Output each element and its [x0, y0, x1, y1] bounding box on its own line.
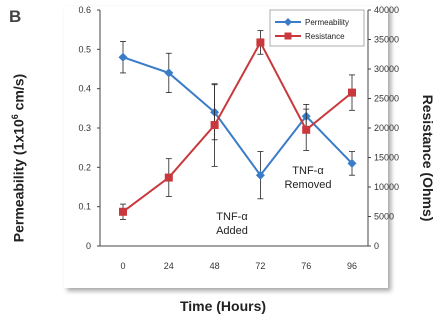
- legend-marker-permeability: [284, 18, 292, 26]
- y-left-tick-label: 0: [86, 241, 91, 251]
- x-tick-label: 96: [347, 261, 357, 271]
- annotation-text: TNF-α: [216, 211, 248, 223]
- resistance-point: [348, 88, 356, 97]
- x-tick-label: 24: [164, 261, 174, 271]
- x-axis-label: Time (Hours): [179, 298, 267, 314]
- resistance-point: [119, 207, 127, 216]
- resistance-point: [302, 125, 311, 134]
- chart-frame: [64, 6, 388, 288]
- y-right-tick-label: 0: [374, 241, 379, 251]
- permeability-point: [255, 170, 265, 180]
- annotation-text: Added: [216, 225, 248, 237]
- y-left-tick-label: 0.1: [78, 202, 91, 212]
- annotation-text: TNF-α: [292, 165, 324, 177]
- legend-label-permeability: Permeability: [305, 18, 349, 27]
- legend-label-resistance: Resistance: [305, 32, 345, 41]
- y-right-tick-label: 35000: [374, 35, 399, 45]
- legend: Permeability Resistance: [269, 9, 365, 47]
- x-tick-label: 48: [210, 261, 220, 271]
- permeability-point: [118, 52, 128, 62]
- panel-label: B: [9, 7, 22, 26]
- y-right-tick-label: 25000: [374, 94, 399, 104]
- resistance-point: [210, 121, 219, 130]
- permeability-point: [164, 68, 174, 78]
- y-right-tick-label: 10000: [374, 182, 399, 192]
- y-right-tick-label: 20000: [374, 123, 399, 133]
- x-tick-label: 76: [301, 261, 311, 271]
- permeability-point: [347, 158, 357, 168]
- y-left-tick-label: 0.3: [78, 123, 91, 133]
- y-left-tick-label: 0.5: [78, 44, 91, 54]
- resistance-point: [256, 38, 265, 47]
- y-right-tick-label: 40000: [374, 5, 399, 15]
- y-left-tick-label: 0.2: [78, 162, 91, 172]
- x-tick-label: 0: [120, 261, 125, 271]
- y-right-tick-label: 15000: [374, 153, 399, 163]
- legend-marker-resistance: [284, 32, 292, 40]
- y-right-tick-label: 5000: [374, 212, 394, 222]
- annotation-text: Removed: [284, 179, 331, 191]
- y-left-tick-label: 0.6: [78, 5, 91, 15]
- legend-box: [269, 9, 365, 47]
- x-tick-label: 72: [255, 261, 265, 271]
- y-right-tick-label: 30000: [374, 64, 399, 74]
- resistance-line: [122, 40, 353, 213]
- y-left-tick-label: 0.4: [78, 84, 91, 94]
- resistance-point: [164, 173, 173, 182]
